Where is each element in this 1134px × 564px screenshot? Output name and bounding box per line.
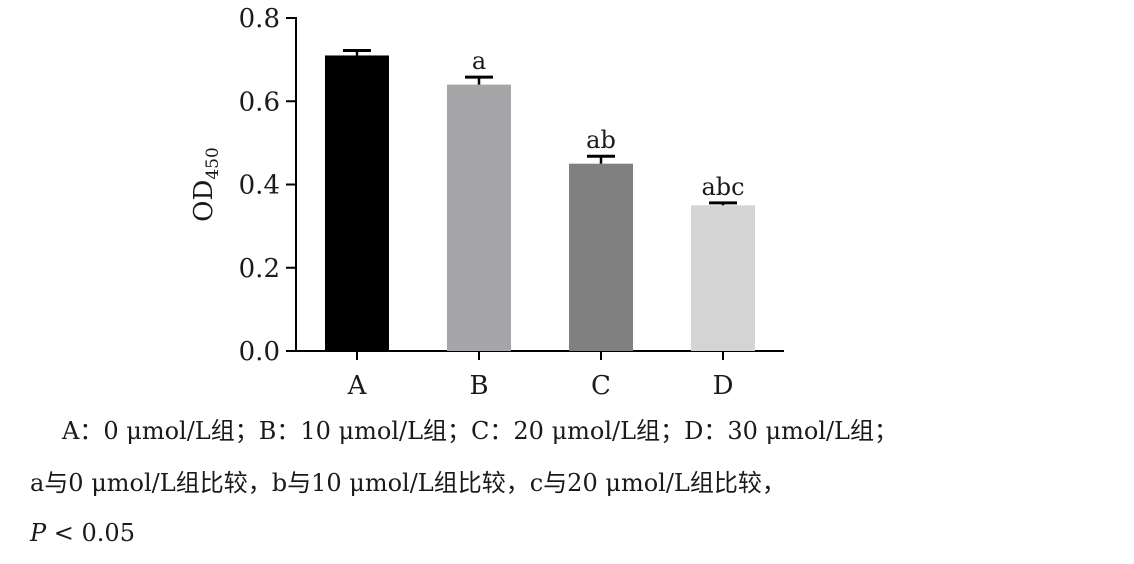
y-tick-label: 0.4 xyxy=(239,171,280,201)
p-threshold: < 0.05 xyxy=(46,519,135,547)
caption-line-3: P < 0.05 xyxy=(30,518,135,548)
y-tick-label: 0.6 xyxy=(239,87,280,117)
significance-label: ab xyxy=(586,126,616,154)
y-tick-label: 0.0 xyxy=(239,337,280,367)
x-tick-label: D xyxy=(713,371,734,401)
p-symbol: P xyxy=(30,519,47,547)
axes: 0.0 0.2 0.4 0.6 0.8 A B C D xyxy=(239,4,784,401)
bar xyxy=(569,163,633,351)
bar xyxy=(447,84,511,351)
y-tick-label: 0.8 xyxy=(239,4,280,34)
x-tick-label: C xyxy=(591,371,611,401)
bar xyxy=(691,205,755,351)
bar-chart: 0.0 0.2 0.4 0.6 0.8 A B C D a ab abc OD450 xyxy=(189,4,784,401)
x-tick-label: B xyxy=(469,371,488,401)
caption-line-2: a与0 μmol/L组比较，b与10 μmol/L组比较，c与20 μmol/L… xyxy=(30,469,786,497)
significance-label: abc xyxy=(701,173,744,201)
bar xyxy=(325,55,389,352)
caption-line-1: A：0 μmol/L组；B：10 μmol/L组；C：20 μmol/L组；D：… xyxy=(62,417,898,445)
significance-label: a xyxy=(472,47,486,75)
x-tick-label: A xyxy=(347,371,368,401)
y-axis-label: OD450 xyxy=(189,147,223,222)
y-tick-label: 0.2 xyxy=(239,254,280,284)
